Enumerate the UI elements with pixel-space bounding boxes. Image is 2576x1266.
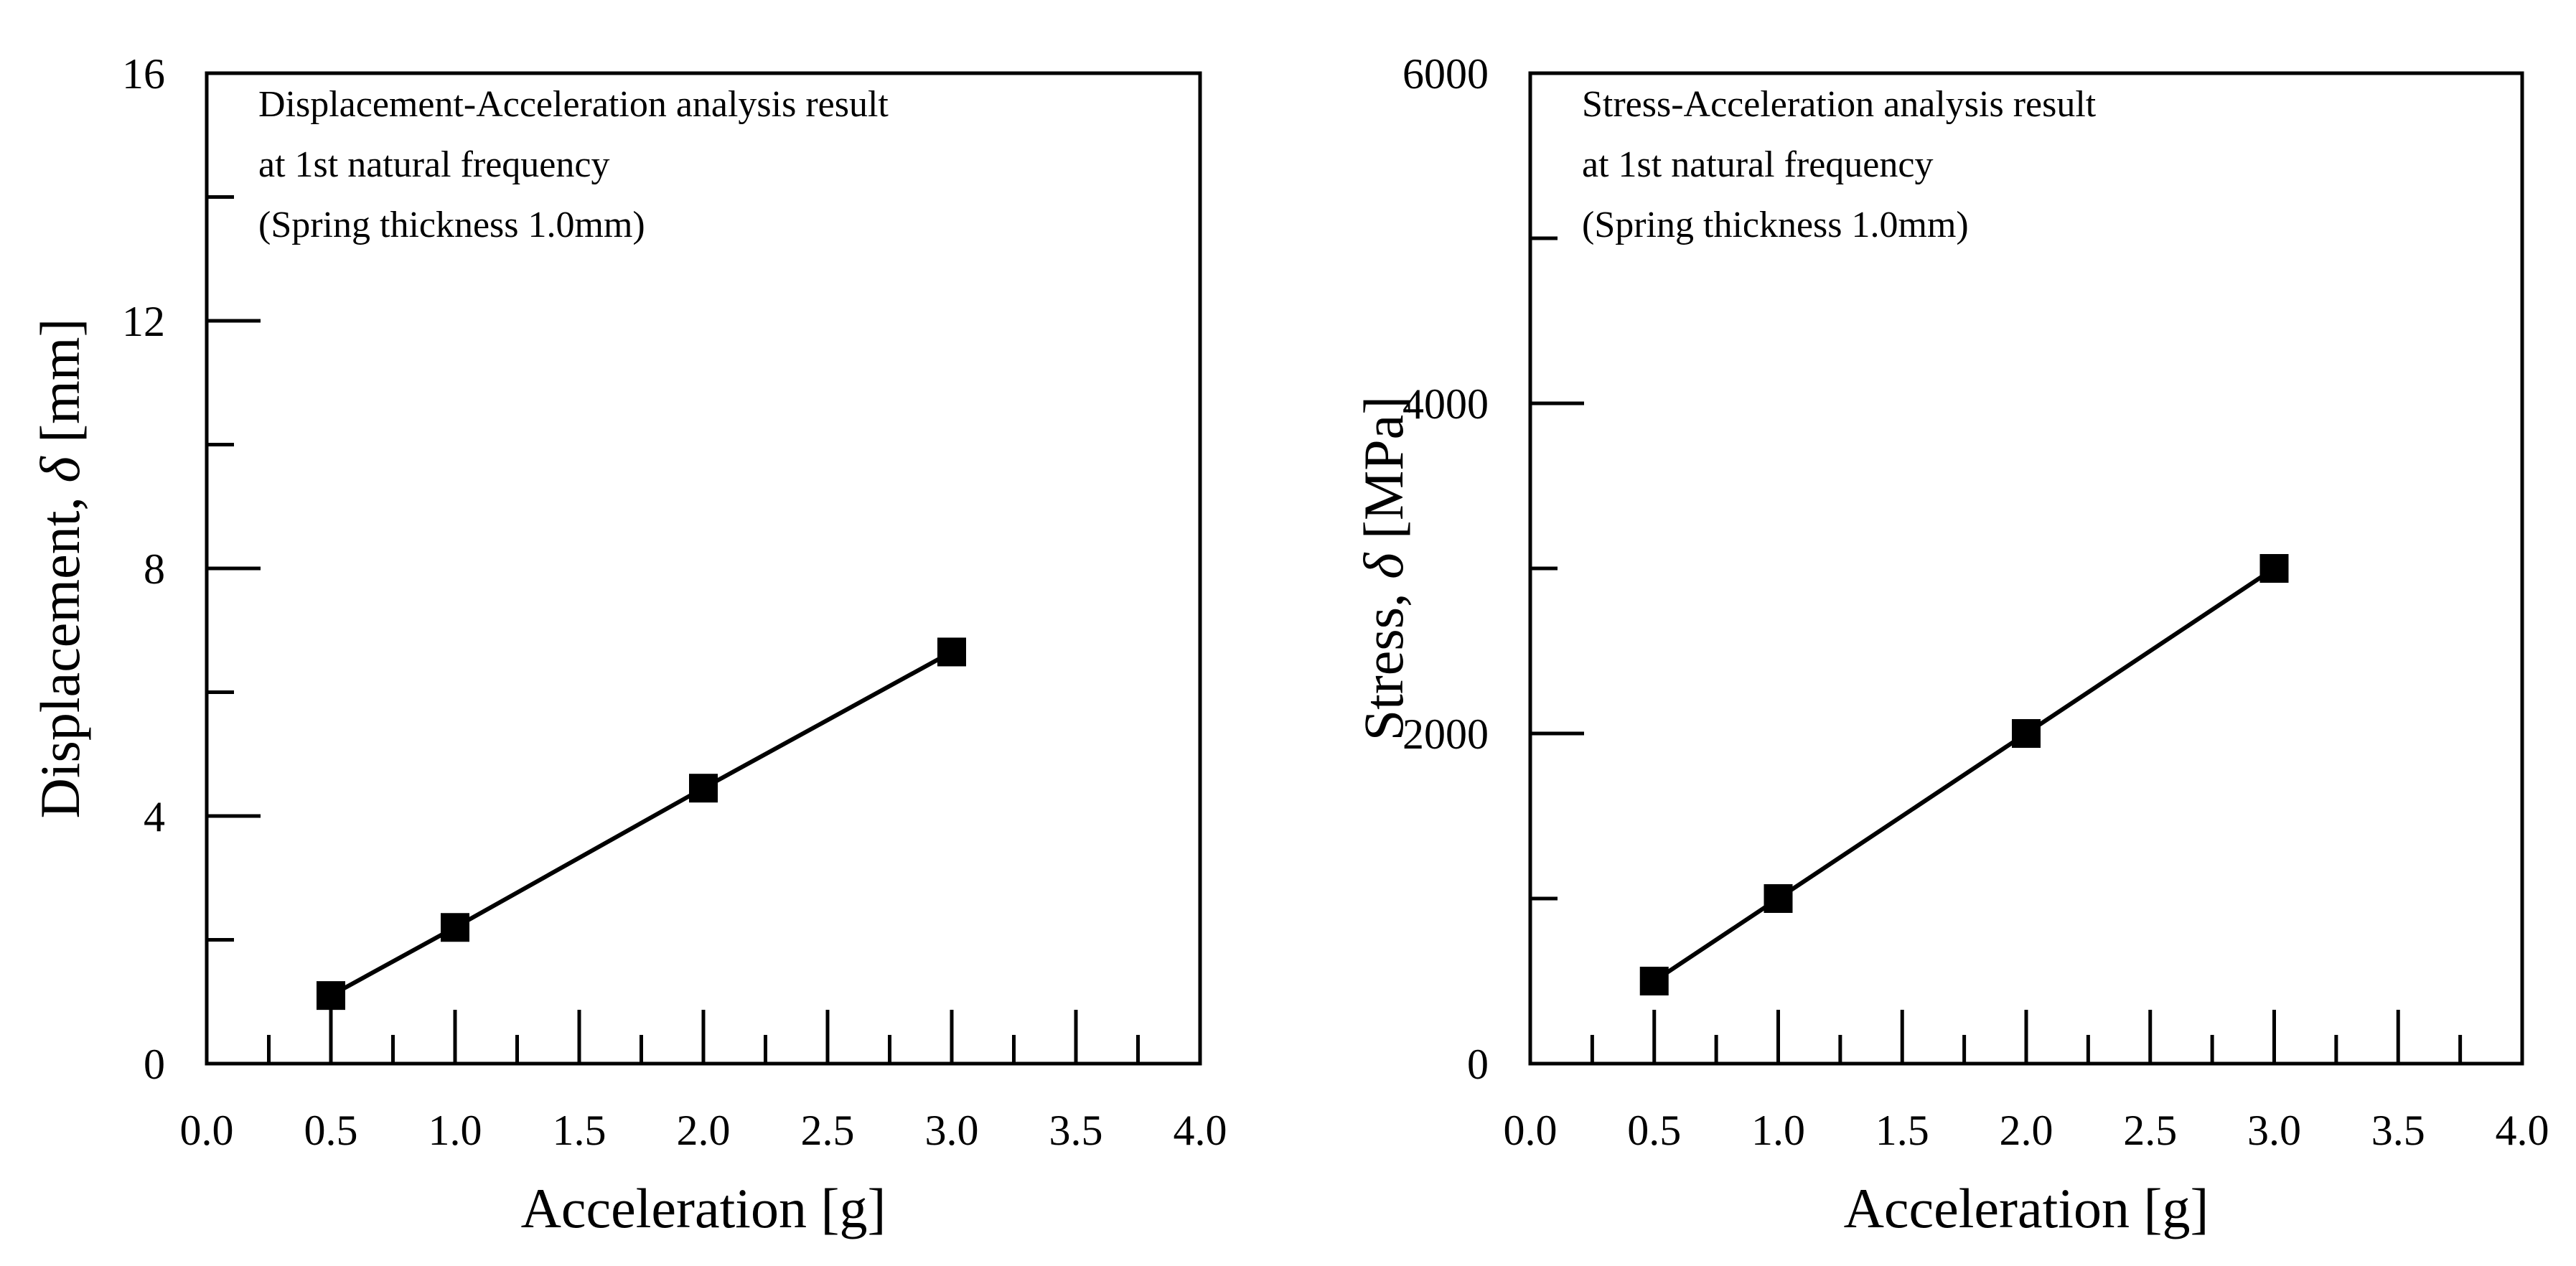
annotation-line: (Spring thickness 1.0mm) xyxy=(258,205,645,245)
y-tick-label: 6000 xyxy=(1402,50,1489,98)
data-point-marker xyxy=(1639,967,1669,995)
data-point-marker xyxy=(2259,554,2289,583)
x-tick-label: 0.0 xyxy=(1504,1107,1558,1154)
x-axis-title: Acceleration [g] xyxy=(521,1177,886,1239)
x-tick-label: 0.5 xyxy=(304,1107,358,1154)
data-point-marker xyxy=(1764,884,1793,913)
y-axis-title-unit: [MPa] xyxy=(1352,396,1415,553)
x-tick-label: 1.0 xyxy=(1751,1107,1805,1154)
y-axis-title: Displacement, δ [mm] xyxy=(29,319,91,819)
x-tick-label: 3.0 xyxy=(925,1107,979,1154)
y-axis-title-symbol: δ xyxy=(29,456,91,483)
x-tick-label: 2.5 xyxy=(2123,1107,2177,1154)
x-tick-label: 4.0 xyxy=(2496,1107,2549,1154)
y-tick-label: 0 xyxy=(1467,1041,1489,1088)
annotation-line: (Spring thickness 1.0mm) xyxy=(1582,205,1969,245)
x-tick-label: 1.5 xyxy=(1875,1107,1929,1154)
y-tick-label: 0 xyxy=(144,1041,165,1088)
data-point-marker xyxy=(937,637,966,667)
annotation-line: Stress-Acceleration analysis result xyxy=(1582,84,2097,125)
x-tick-label: 0.0 xyxy=(180,1107,234,1154)
annotation-line: Displacement-Acceleration analysis resul… xyxy=(258,84,889,125)
x-tick-label: 3.0 xyxy=(2247,1107,2301,1154)
y-tick-label: 4 xyxy=(144,793,165,840)
x-axis-title: Acceleration [g] xyxy=(1844,1177,2209,1239)
displacement-chart: 0.0 0.5 1.0 1.5 2.0 2.5 3.0 3.5 4.0 0 4 8 12 16 Accele… xyxy=(29,50,1227,1239)
series-line xyxy=(329,650,953,998)
data-point-marker xyxy=(317,981,345,1011)
data-point-marker xyxy=(2012,719,2041,748)
y-tick-label: 2000 xyxy=(1402,711,1489,758)
x-tick-label: 1.5 xyxy=(553,1107,606,1154)
data-point-marker xyxy=(689,774,718,803)
x-tick-label: 3.5 xyxy=(1049,1107,1103,1154)
series-line xyxy=(1653,566,2276,983)
x-tick-label: 2.5 xyxy=(801,1107,855,1154)
y-axis-title: Stress, δ [MPa] xyxy=(1352,396,1415,741)
x-tick-label: 1.0 xyxy=(428,1107,482,1154)
y-axis-title-text: Displacement, xyxy=(29,483,91,819)
y-axis-title-symbol: δ xyxy=(1352,552,1415,579)
annotation-line: at 1st natural frequency xyxy=(258,144,609,185)
x-tick-label: 3.5 xyxy=(2371,1107,2425,1154)
x-tick-label: 2.0 xyxy=(677,1107,731,1154)
stress-chart: 0.0 0.5 1.0 1.5 2.0 2.5 3.0 3.5 4.0 0 2000 4000 6000… xyxy=(1352,50,2549,1239)
data-point-marker xyxy=(441,913,469,942)
x-tick-label: 0.5 xyxy=(1627,1107,1681,1154)
annotation-line: at 1st natural frequency xyxy=(1582,144,1933,185)
y-tick-label: 12 xyxy=(122,298,165,345)
y-axis-title-text: Stress, xyxy=(1352,579,1415,741)
x-tick-label: 2.0 xyxy=(2000,1107,2053,1154)
x-tick-label: 4.0 xyxy=(1174,1107,1227,1154)
y-tick-label: 16 xyxy=(122,50,165,98)
y-tick-label: 8 xyxy=(144,545,165,593)
y-axis-title-unit: [mm] xyxy=(29,319,91,457)
y-tick-label: 4000 xyxy=(1402,380,1489,428)
